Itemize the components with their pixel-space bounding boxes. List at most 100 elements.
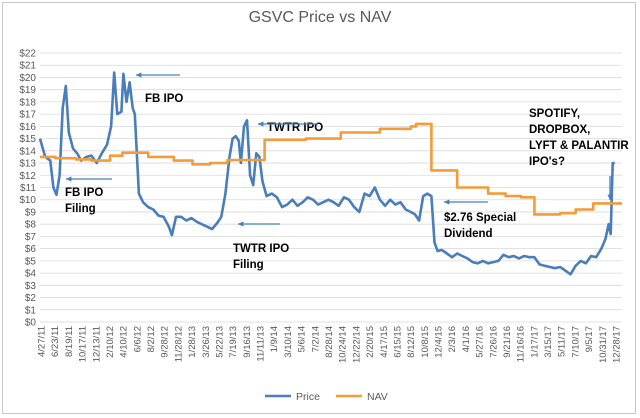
y-tick-label: $14	[19, 146, 36, 157]
y-tick-label: $15	[19, 134, 36, 145]
annotation-line: Filing	[65, 203, 96, 215]
y-tick-label: $6	[25, 244, 37, 255]
annotation-arrowhead	[258, 121, 264, 127]
annotation-arrowhead	[238, 221, 244, 227]
y-tick-label: $19	[19, 85, 36, 96]
annotation-twtr-ipo-filing: TWTR IPO Filing	[233, 243, 289, 271]
y-tick-label: $9	[25, 207, 37, 218]
x-tick-label: 4/27/11	[37, 326, 48, 357]
x-tick-label: 10/8/15	[420, 326, 431, 358]
x-tick-label: 6/23/11	[50, 326, 61, 357]
x-tick-label: 9/16/13	[242, 326, 253, 358]
series-line-price	[38, 71, 615, 276]
annotation-line: TWTR IPO	[233, 243, 289, 255]
y-axis-ticks: $0$1$2$3$4$5$6$7$8$9$10$11$12$13$14$15$1…	[19, 49, 36, 329]
y-tick-label: $12	[19, 171, 36, 182]
x-tick-label: 12/4/15	[434, 326, 445, 358]
x-tick-label: 10/31/17	[598, 326, 609, 363]
series-lines	[38, 71, 622, 276]
x-tick-label: 8/28/14	[324, 326, 335, 358]
x-tick-label: 12/28/17	[612, 326, 623, 363]
annotation-line: SPOTIFY,	[529, 108, 580, 120]
annotation-fb-ipo: FB IPO	[145, 93, 183, 105]
y-tick-label: $13	[19, 159, 36, 170]
annotation-line: Filing	[233, 259, 264, 271]
y-tick-label: $20	[19, 73, 36, 84]
chart-title: GSVC Price vs NAV	[248, 9, 392, 26]
x-tick-label: 6/15/15	[392, 326, 403, 358]
x-tick-label: 9/5/17	[584, 326, 595, 352]
chart-frame	[2, 2, 636, 414]
x-tick-label: 7/2/14	[310, 326, 321, 352]
x-tick-label: 5/27/16	[475, 326, 486, 358]
x-tick-label: 11/16/16	[516, 326, 527, 362]
series-line-nav	[40, 122, 622, 216]
x-tick-label: 1/9/14	[269, 326, 280, 352]
y-tick-label: $8	[25, 220, 37, 231]
x-tick-label: 3/10/14	[283, 326, 294, 358]
annotation-spotify: SPOTIFY, DROPBOX, LYFT & PALANTIR IPO's?	[529, 108, 629, 168]
x-tick-label: 8/12/15	[406, 326, 417, 358]
annotation-line: LYFT & PALANTIR	[529, 140, 629, 152]
annotation-twtr-ipo: TWTR IPO	[267, 122, 323, 134]
annotation-line: Dividend	[444, 228, 493, 240]
annotation-special-dividend: $2.76 Special Dividend	[444, 212, 516, 240]
x-tick-label: 8/2/12	[146, 326, 157, 352]
legend-label-price: Price	[296, 391, 320, 403]
annotation-line: IPO's?	[529, 156, 565, 168]
x-tick-label: 3/26/13	[201, 326, 212, 358]
y-tick-label: $11	[20, 183, 36, 194]
x-tick-label: 5/11/17	[557, 326, 568, 357]
annotation-line: FB IPO	[65, 187, 103, 199]
x-tick-label: 4/17/15	[379, 326, 390, 358]
x-tick-label: 7/26/16	[488, 326, 499, 358]
x-tick-label: 6/6/12	[132, 326, 143, 352]
y-tick-label: $16	[19, 122, 36, 133]
x-tick-label: 10/24/14	[338, 326, 349, 363]
x-tick-label: 4/10/12	[119, 326, 130, 358]
annotation-line: TWTR IPO	[267, 122, 323, 134]
x-tick-label: 2/10/12	[105, 326, 116, 358]
x-tick-label: 1/28/13	[187, 326, 198, 358]
x-tick-label: 2/3/16	[447, 326, 458, 352]
x-tick-label: 11/11/13	[256, 326, 267, 362]
x-tick-label: 11/28/12	[173, 326, 184, 362]
x-tick-label: 7/19/13	[228, 326, 239, 358]
annotation-arrowhead	[136, 72, 142, 78]
gridlines	[40, 52, 622, 323]
x-tick-label: 3/15/17	[543, 326, 554, 358]
y-tick-label: $21	[19, 61, 36, 72]
x-tick-label: 9/28/12	[160, 326, 171, 358]
x-tick-label: 12/13/11	[91, 326, 102, 362]
y-tick-label: $18	[19, 97, 36, 108]
y-tick-label: $1	[25, 305, 37, 316]
x-axis-ticks: 4/27/11 6/23/11 8/19/11 10/17/11 12/13/11 2/1…	[37, 326, 623, 363]
y-tick-label: $0	[25, 318, 37, 329]
x-tick-label: 5/22/13	[214, 326, 225, 358]
x-tick-label: 5/6/14	[297, 326, 308, 352]
x-tick-label: 7/10/17	[570, 326, 581, 358]
y-tick-label: $3	[25, 281, 37, 292]
x-tick-label: 9/21/16	[502, 326, 513, 358]
y-tick-label: $5	[25, 256, 37, 267]
x-tick-label: 1/17/17	[529, 326, 540, 358]
x-tick-label: 2/20/15	[365, 326, 376, 358]
y-tick-label: $17	[19, 110, 36, 121]
annotation-arrowhead	[607, 194, 613, 200]
annotation-line: FB IPO	[145, 93, 183, 105]
y-tick-label: $22	[19, 49, 36, 60]
legend: Price NAV	[265, 391, 388, 403]
x-tick-label: 4/1/16	[461, 326, 472, 352]
x-tick-label: 8/19/11	[64, 326, 75, 357]
legend-label-nav: NAV	[367, 391, 388, 403]
y-tick-label: $7	[25, 232, 37, 243]
x-tick-label: 10/17/11	[78, 326, 89, 362]
x-tick-label: 12/22/14	[351, 326, 362, 363]
annotation-line: $2.76 Special	[444, 212, 516, 224]
y-tick-label: $4	[25, 269, 37, 280]
y-tick-label: $2	[25, 293, 37, 304]
y-tick-label: $10	[19, 195, 36, 206]
annotation-arrowhead	[444, 199, 450, 205]
annotation-arrowhead	[66, 176, 72, 182]
